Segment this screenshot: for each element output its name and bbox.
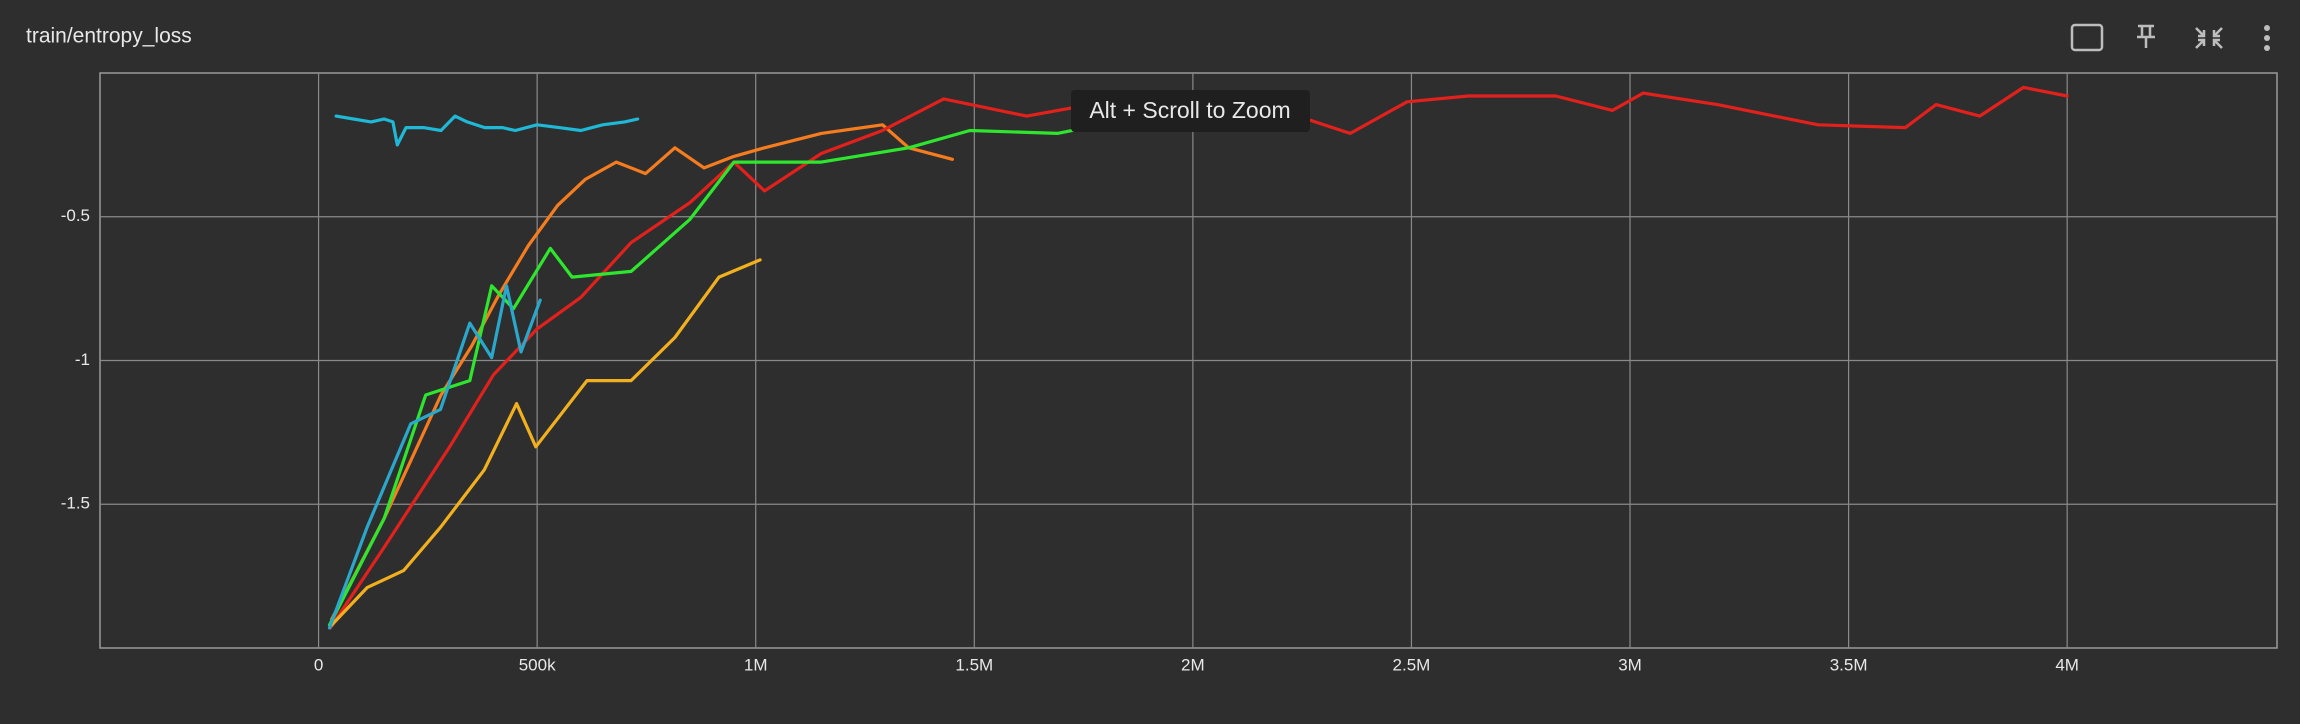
x-tick-label: 2.5M <box>1393 655 1431 674</box>
y-tick-label: -0.5 <box>61 206 90 225</box>
x-tick-label: 3M <box>1618 655 1642 674</box>
series-line <box>327 284 542 630</box>
series-line <box>330 123 954 621</box>
pin-button[interactable] <box>2137 24 2155 48</box>
y-tick-label: -1 <box>75 350 90 369</box>
series-line <box>334 114 640 147</box>
collapse-button[interactable] <box>2195 27 2223 49</box>
fit-button[interactable] <box>2070 23 2104 52</box>
x-tick-label: 1.5M <box>955 655 993 674</box>
plot: -1.5 -1 -0.5 0 500k 1M 1.5M 2M 2.5M 3M 3.5M 4M <box>61 73 2277 674</box>
series-line <box>327 114 1195 627</box>
y-tick-label: -1.5 <box>61 494 90 513</box>
series-line <box>330 258 762 627</box>
x-tick-label: 2M <box>1181 655 1205 674</box>
chart-title: train/entropy_loss <box>26 25 192 48</box>
toolbar <box>2070 23 2270 52</box>
x-tick-label: 1M <box>744 655 768 674</box>
hint-text: Alt + Scroll to Zoom <box>1089 97 1290 123</box>
x-tick-label: 0 <box>314 655 323 674</box>
zoom-hint: Alt + Scroll to Zoom <box>1071 90 1310 132</box>
menu-button[interactable] <box>2264 25 2270 51</box>
hint-box <box>1071 90 1310 132</box>
x-tick-label: 4M <box>2055 655 2079 674</box>
x-tick-label: 500k <box>519 655 556 674</box>
x-tick-label: 3.5M <box>1830 655 1868 674</box>
